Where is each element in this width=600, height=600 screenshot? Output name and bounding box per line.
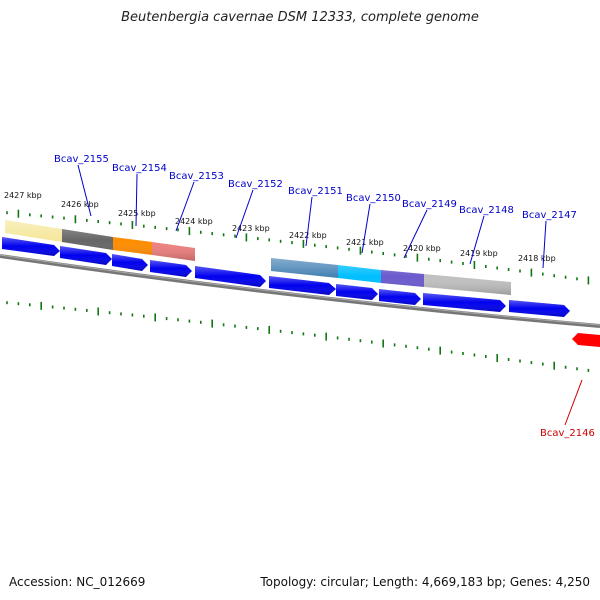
gene-label[interactable]: Bcav_2146 [540, 428, 595, 439]
label-leaders [77, 164, 547, 269]
tick-label: 2423 kbp [232, 224, 270, 233]
gene-label[interactable]: Bcav_2147 [522, 210, 577, 221]
tick-label: 2422 kbp [289, 231, 327, 240]
feature-track [5, 220, 511, 295]
feature-shade [271, 258, 511, 295]
tick-label: 2421 kbp [346, 238, 384, 247]
tick-label: 2419 kbp [460, 249, 498, 258]
gene-arrow-reverse[interactable] [572, 333, 600, 347]
genome-backbone [0, 254, 600, 328]
genome-summary: Topology: circular; Length: 4,669,183 bp… [260, 575, 590, 589]
feature-shade [5, 220, 195, 261]
gene-labels: Bcav_2155 Bcav_2154 Bcav_2153 Bcav_2152 … [54, 154, 595, 439]
label-leader-reverse [564, 379, 583, 426]
gene-label[interactable]: Bcav_2152 [228, 179, 283, 190]
tick-label: 2424 kbp [175, 217, 213, 226]
map-title: Beutenbergia cavernae DSM 12333, complet… [121, 10, 479, 25]
gene-label[interactable]: Bcav_2149 [402, 199, 457, 210]
gene-label[interactable]: Bcav_2154 [112, 163, 167, 174]
genome-backbone-highlight [0, 254, 600, 326]
forward-genes-shade [2, 237, 570, 317]
lower-ruler [6, 301, 590, 372]
gene-label[interactable]: Bcav_2148 [459, 205, 514, 216]
gene-label[interactable]: Bcav_2153 [169, 171, 224, 182]
upper-ruler [6, 209, 590, 285]
tick-label: 2425 kbp [118, 209, 156, 218]
tick-label: 2426 kbp [61, 200, 99, 209]
gene-label[interactable]: Bcav_2155 [54, 154, 109, 165]
gene-label[interactable]: Bcav_2151 [288, 186, 343, 197]
tick-label: 2427 kbp [4, 191, 42, 200]
gene-label[interactable]: Bcav_2150 [346, 193, 401, 204]
tick-labels: 2427 kbp 2426 kbp 2425 kbp 2424 kbp 2423… [4, 191, 556, 263]
tick-label: 2420 kbp [403, 244, 441, 253]
tick-label: 2418 kbp [518, 254, 556, 263]
accession-text: Accession: NC_012669 [9, 575, 146, 589]
